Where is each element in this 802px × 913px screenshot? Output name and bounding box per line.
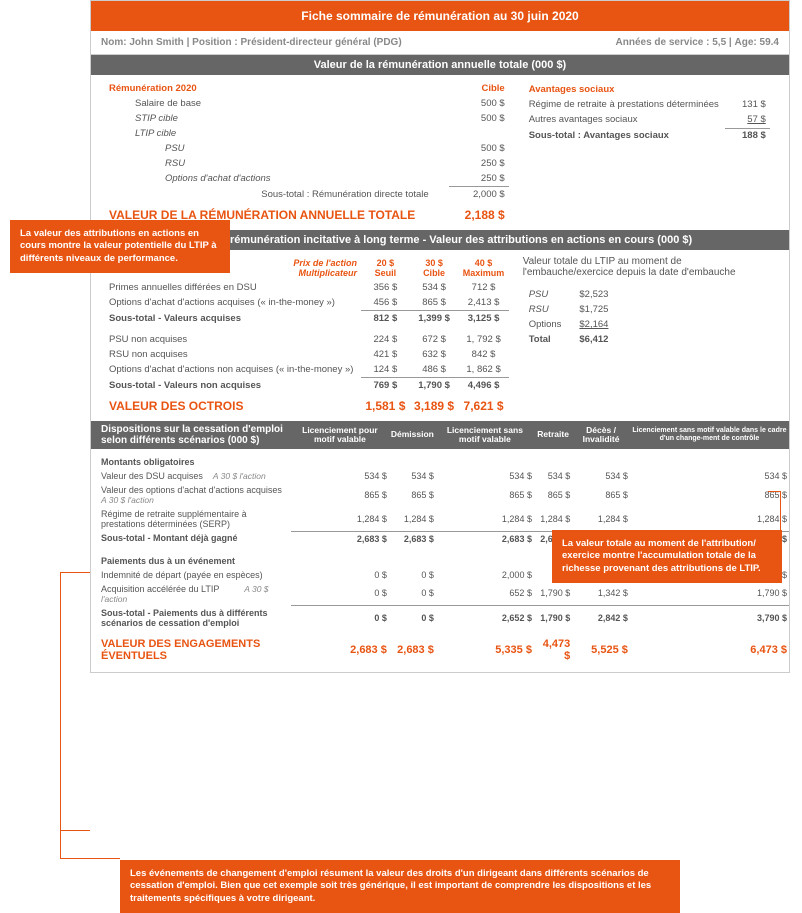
page-title: Fiche sommaire de rémunération au 30 jui… <box>91 1 789 31</box>
psu-label: PSU <box>105 141 449 156</box>
side-options-value: $2,164 <box>567 318 612 331</box>
h30b: Cible <box>423 268 445 278</box>
ltip-table: Prix de l'actionMultiplicateur 20 $Seuil… <box>105 256 509 415</box>
mandatory-amounts-label: Montants obligatoires <box>91 455 291 469</box>
vested-subtotal-label: Sous-total - Valeurs acquises <box>105 311 361 327</box>
rsu-value: 250 $ <box>449 156 509 171</box>
base-salary-value: 500 $ <box>449 96 509 111</box>
event-payments-label: Paiements dus à un événement <box>91 554 291 568</box>
connector-line <box>60 572 61 858</box>
annual-total-value: 2,188 $ <box>449 202 509 224</box>
connector-line <box>60 830 90 831</box>
section3-title: Dispositions sur la cessation d'emploi s… <box>91 421 291 449</box>
position-value: Président-directeur général (PDG) <box>241 37 402 48</box>
stip-value: 500 $ <box>449 111 509 126</box>
stip-label: STIP cible <box>105 111 449 126</box>
h20b: Seuil <box>375 268 397 278</box>
other-ben-value: 57 $ <box>725 113 770 126</box>
employee-info-bar: Nom: John Smith | Position : Président-d… <box>91 31 789 55</box>
side-psu-value: $2,523 <box>567 288 612 301</box>
connector-line <box>780 491 781 546</box>
direct-subtotal-value: 2,000 $ <box>449 187 509 203</box>
side-options-label: Options <box>525 318 566 331</box>
psu-value: 500 $ <box>449 141 509 156</box>
age-value: 59.4 <box>760 37 779 48</box>
rsu-label: RSU <box>105 156 449 171</box>
side-total-value: $6,412 <box>567 333 612 346</box>
term-h6: Licenciement sans motif valable dans le … <box>630 421 789 449</box>
connector-line <box>768 491 780 492</box>
h40b: Maximum <box>463 268 505 278</box>
years-value: 5,5 <box>712 37 726 48</box>
unvested-subtotal-label: Sous-total - Valeurs non acquises <box>105 378 361 394</box>
years-label: Années de service : <box>616 37 710 48</box>
remun-2020-label: Rémunération 2020 <box>105 81 449 96</box>
psu-unvested-label: PSU non acquises <box>105 332 361 347</box>
direct-comp-table: Rémunération 2020Cible Salaire de base50… <box>105 81 509 224</box>
h40: 40 $ <box>475 258 493 268</box>
term-h1: Licenciement pour motif valable <box>291 421 389 449</box>
term-h3: Licenciement sans motif valable <box>436 421 534 449</box>
contingent-total-label: VALEUR DES ENGAGEMENTS ÉVENTUELS <box>91 636 291 664</box>
ltip-label: LTIP cible <box>105 126 449 141</box>
options-value: 250 $ <box>449 171 509 187</box>
mult-header: Multiplicateur <box>298 268 357 278</box>
options-unvested-label: Options d'achat d'actions non acquises (… <box>105 362 361 378</box>
position-label: Position : <box>192 37 238 48</box>
section1-title: Valeur de la rémunération annuelle total… <box>91 55 789 75</box>
h20: 20 $ <box>377 258 395 268</box>
connector-line <box>60 572 90 573</box>
name-label: Nom: <box>101 37 127 48</box>
benefits-header: Avantages sociaux <box>525 83 770 96</box>
serp-label: Régime de retraite supplémentaire à pres… <box>91 507 291 531</box>
direct-subtotal-label: Sous-total : Rémunération directe totale <box>105 187 449 203</box>
event-subtotal-label: Sous-total - Paiements dus à différents … <box>91 606 291 630</box>
benefits-table: Avantages sociaux Régime de retraite à p… <box>523 81 772 144</box>
grant-value-label: VALEUR DES OCTROIS <box>105 393 361 415</box>
side-rsu-label: RSU <box>525 303 566 316</box>
rsu-unvested-label: RSU non acquises <box>105 347 361 362</box>
severance-label: Indemnité de départ (payée en espèces) <box>91 568 291 582</box>
vested-options-label: Options d'achat d'actions acquises (« in… <box>105 295 361 311</box>
ltip-side-table: PSU$2,523 RSU$1,725 Options$2,164 Total$… <box>523 286 615 348</box>
h30: 30 $ <box>425 258 443 268</box>
ltip-side-label: Valeur totale du LTIP au moment de l'emb… <box>523 256 775 278</box>
price-header: Prix de l'action <box>293 258 357 268</box>
earned-subtotal-label: Sous-total - Montant déjà gagné <box>91 531 291 546</box>
other-ben-label: Autres avantages sociaux <box>525 113 723 126</box>
accel-ltip-label: Acquisition accélérée du LTIP <box>101 584 219 594</box>
age-label: Age: <box>735 37 757 48</box>
term-h4: Retraite <box>534 421 572 449</box>
dsu-label: Primes annuelles différées en DSU <box>105 280 361 295</box>
callout-ltip-wealth: La valeur totale au moment de l'attribut… <box>552 530 782 583</box>
name-value: John Smith <box>129 37 183 48</box>
connector-line <box>60 858 120 859</box>
side-psu-label: PSU <box>525 288 566 301</box>
benefits-subtotal-label: Sous-total : Avantages sociaux <box>525 128 723 142</box>
pension-label: Régime de retraite à prestations détermi… <box>525 98 723 111</box>
benefits-subtotal-value: 188 $ <box>725 128 770 142</box>
term-h2: Démission <box>389 421 436 449</box>
pension-value: 131 $ <box>725 98 770 111</box>
dsu-vested-label: Valeur des DSU acquises <box>101 471 203 481</box>
options-vested-label: Valeur des options d'achat d'actions acq… <box>101 485 282 495</box>
cible-header: Cible <box>449 81 509 96</box>
base-salary-label: Salaire de base <box>105 96 449 111</box>
callout-ltip-outstanding: La valeur des attributions en actions en… <box>10 220 230 273</box>
term-h5: Décès / Invalidité <box>572 421 630 449</box>
side-total-label: Total <box>525 333 566 346</box>
options-label: Options d'achat d'actions <box>105 171 449 187</box>
side-rsu-value: $1,725 <box>567 303 612 316</box>
callout-termination: Les événements de changement d'emploi ré… <box>120 860 680 913</box>
